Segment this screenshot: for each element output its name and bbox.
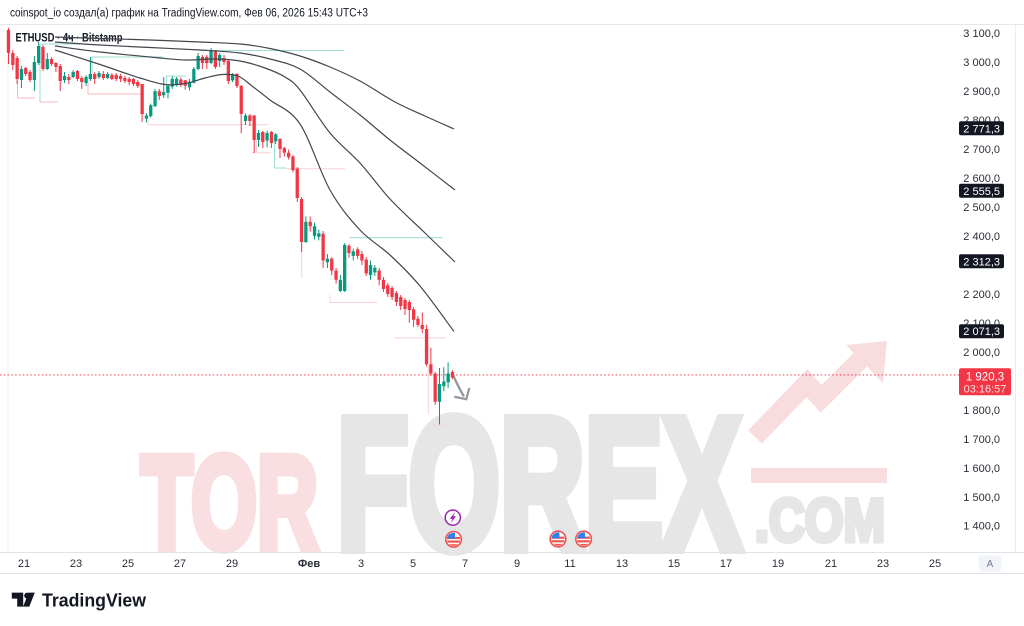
svg-text:3 100,0: 3 100,0 bbox=[963, 28, 1000, 40]
svg-text:29: 29 bbox=[226, 558, 238, 570]
svg-text:2 555,5: 2 555,5 bbox=[963, 186, 1000, 198]
svg-text:2 000,0: 2 000,0 bbox=[963, 347, 1000, 359]
svg-text:23: 23 bbox=[877, 558, 889, 570]
svg-text:13: 13 bbox=[616, 558, 628, 570]
svg-text:25: 25 bbox=[929, 558, 941, 570]
svg-text:2 400,0: 2 400,0 bbox=[963, 231, 1000, 243]
svg-text:19: 19 bbox=[772, 558, 784, 570]
svg-text:A: A bbox=[987, 559, 994, 570]
svg-text:5: 5 bbox=[410, 558, 416, 570]
svg-text:2 900,0: 2 900,0 bbox=[963, 86, 1000, 98]
svg-text:2 500,0: 2 500,0 bbox=[963, 202, 1000, 214]
svg-text:1 600,0: 1 600,0 bbox=[963, 463, 1000, 475]
svg-text:coinspot_io создал(а) график н: coinspot_io создал(а) график на TradingV… bbox=[10, 8, 368, 20]
svg-text:7: 7 bbox=[462, 558, 468, 570]
svg-text:15: 15 bbox=[668, 558, 680, 570]
svg-text:2 071,3: 2 071,3 bbox=[963, 326, 1000, 338]
svg-text:1 700,0: 1 700,0 bbox=[963, 434, 1000, 446]
svg-text:.COM: .COM bbox=[755, 487, 885, 554]
svg-text:2 771,3: 2 771,3 bbox=[963, 123, 1000, 135]
svg-text:9: 9 bbox=[514, 558, 520, 570]
svg-text:21: 21 bbox=[18, 558, 30, 570]
svg-text:2 200,0: 2 200,0 bbox=[963, 289, 1000, 301]
svg-text:17: 17 bbox=[720, 558, 732, 570]
svg-text:27: 27 bbox=[174, 558, 186, 570]
svg-text:25: 25 bbox=[122, 558, 134, 570]
svg-text:2 600,0: 2 600,0 bbox=[963, 173, 1000, 185]
svg-text:03:16:57: 03:16:57 bbox=[964, 384, 1007, 396]
svg-text:1 920,3: 1 920,3 bbox=[966, 372, 1004, 384]
svg-text:Фев: Фев bbox=[298, 558, 321, 570]
svg-text:TOR: TOR bbox=[141, 429, 318, 576]
svg-text:1 400,0: 1 400,0 bbox=[963, 521, 1000, 533]
svg-text:1 500,0: 1 500,0 bbox=[963, 492, 1000, 504]
svg-text:2 700,0: 2 700,0 bbox=[963, 144, 1000, 156]
svg-text:3 000,0: 3 000,0 bbox=[963, 57, 1000, 69]
svg-text:FOREX: FOREX bbox=[337, 381, 741, 588]
svg-text:1 800,0: 1 800,0 bbox=[963, 405, 1000, 417]
svg-text:TradingView: TradingView bbox=[42, 591, 147, 611]
svg-text:3: 3 bbox=[358, 558, 364, 570]
svg-text:11: 11 bbox=[564, 558, 575, 570]
svg-text:23: 23 bbox=[70, 558, 82, 570]
svg-text:21: 21 bbox=[825, 558, 837, 570]
svg-text:2 312,3: 2 312,3 bbox=[963, 256, 1000, 268]
